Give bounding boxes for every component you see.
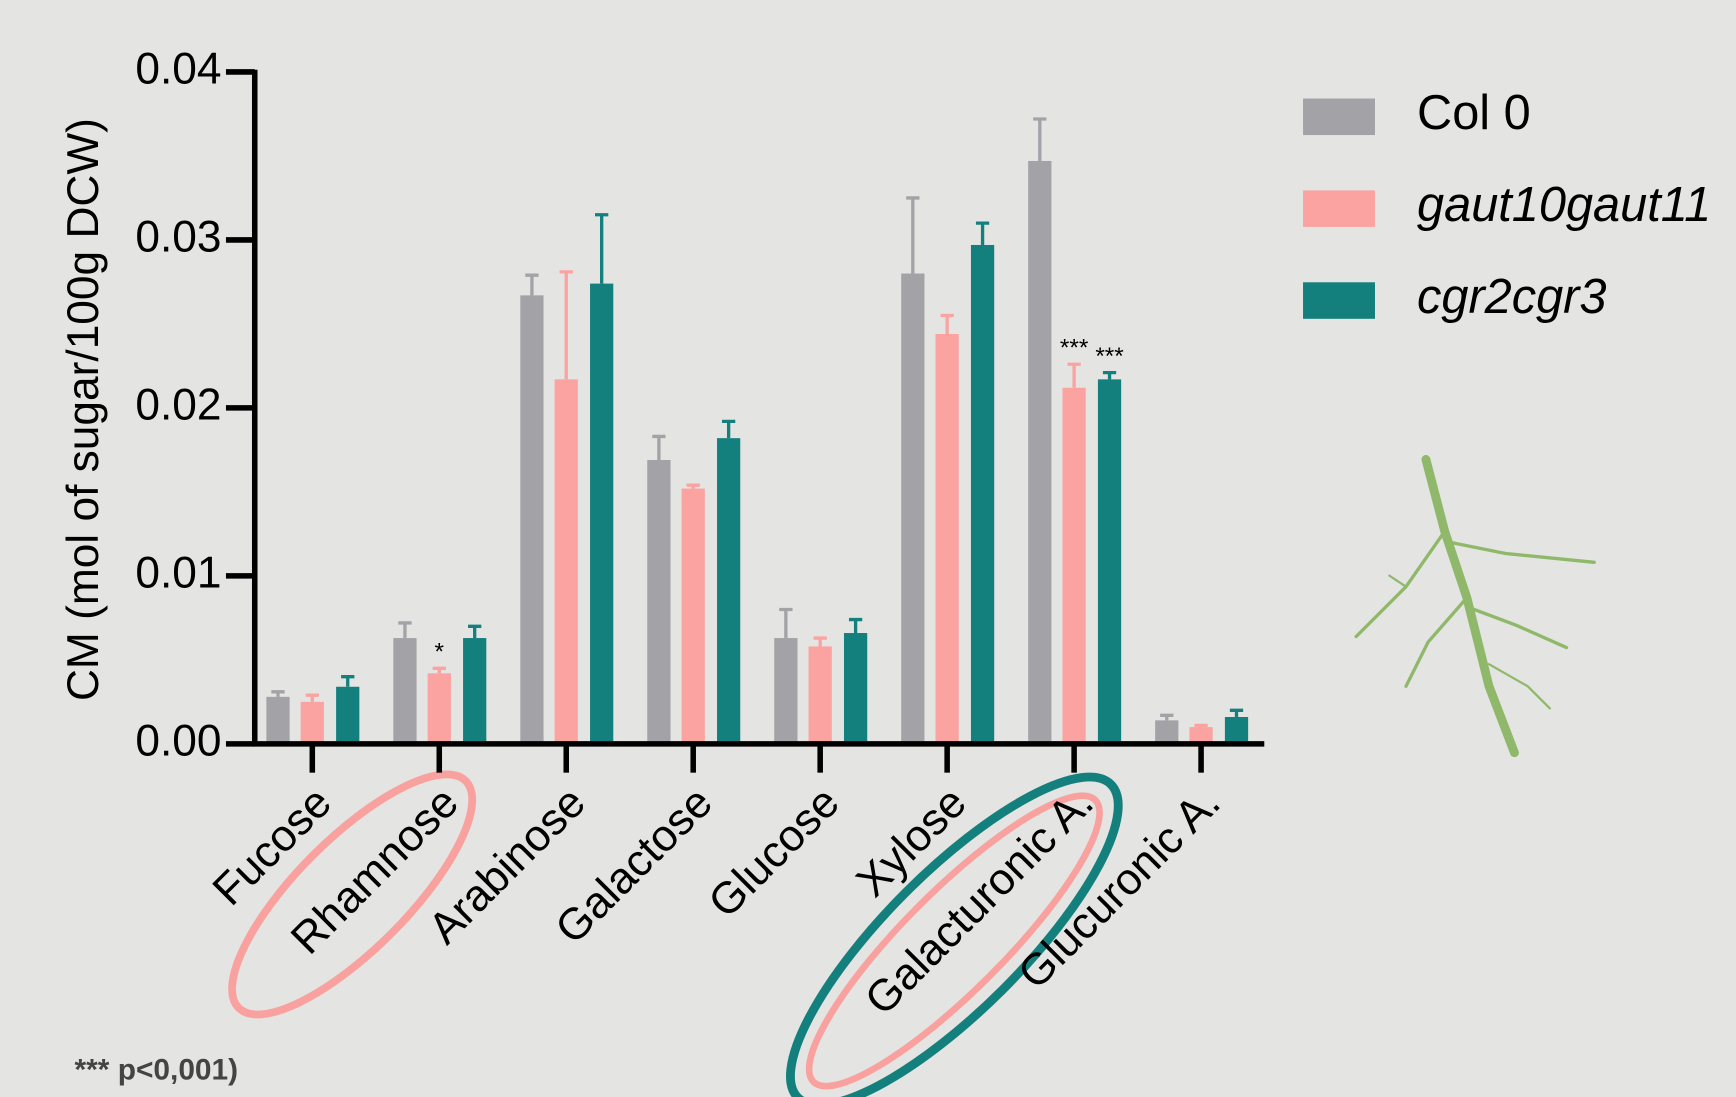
- bar: [554, 379, 578, 744]
- bar: [1097, 379, 1122, 744]
- highlight-ellipse: [228, 770, 477, 1019]
- bar: [520, 295, 544, 744]
- legend-label: gaut10gaut11: [1417, 178, 1711, 232]
- error-bar: [559, 270, 573, 380]
- bar: [300, 701, 324, 744]
- error-bar: [595, 213, 609, 284]
- error-bar: [1160, 713, 1174, 721]
- error-bar: [1102, 370, 1117, 380]
- legend-swatch: [1303, 98, 1375, 136]
- bar: [393, 638, 417, 744]
- error-bar: [686, 483, 700, 489]
- error-bar: [432, 666, 446, 674]
- bar: [901, 273, 925, 744]
- highlight-ellipse: [805, 792, 1103, 1090]
- bar: [935, 334, 959, 744]
- error-bar: [721, 419, 736, 439]
- bar: [1155, 720, 1179, 744]
- bar: [774, 638, 798, 744]
- error-bar: [1194, 723, 1208, 728]
- significance-label: *: [435, 638, 445, 665]
- error-bar: [940, 313, 954, 335]
- significance-label: ***: [1060, 334, 1089, 361]
- root-illustration: [1354, 454, 1596, 758]
- bar: [1224, 717, 1249, 744]
- legend-label: cgr2cgr3: [1417, 270, 1606, 324]
- significance-label: ***: [1095, 343, 1124, 370]
- error-bar: [398, 621, 412, 639]
- error-bar: [271, 690, 285, 697]
- error-bar: [468, 624, 482, 639]
- bar: [590, 283, 614, 744]
- legend-swatch: [1303, 190, 1375, 227]
- error-bar: [1067, 362, 1081, 388]
- bar: [808, 646, 832, 744]
- error-bar: [652, 434, 666, 460]
- error-bar: [1033, 117, 1047, 161]
- error-bar: [305, 693, 319, 702]
- y-tick-label: 0.04: [135, 45, 221, 94]
- bar: [463, 638, 487, 744]
- bar: [970, 244, 995, 744]
- bar: [336, 686, 360, 744]
- y-axis-label: CM (mol of sugar/100g DCW): [59, 118, 108, 701]
- bar: [647, 459, 671, 744]
- bar: [1062, 387, 1086, 744]
- bar: [1028, 160, 1052, 744]
- bar: [1189, 727, 1213, 744]
- note: *** p<0,001): [75, 1053, 239, 1086]
- error-bar: [975, 221, 990, 245]
- highlight-ellipse: [786, 772, 1123, 1097]
- legend-swatch: [1303, 282, 1375, 319]
- error-bar: [848, 617, 863, 634]
- error-bar: [341, 675, 355, 687]
- error-bar: [906, 196, 920, 274]
- legend-label: Col 0: [1417, 86, 1531, 140]
- y-tick-label: 0.01: [135, 549, 221, 598]
- error-bar: [1229, 708, 1244, 718]
- bar: [681, 488, 705, 744]
- y-tick-label: 0.03: [135, 213, 221, 262]
- bar: [427, 673, 451, 744]
- bar: [717, 438, 741, 744]
- error-bar: [813, 636, 827, 647]
- bar: [266, 696, 290, 744]
- y-tick-label: 0.00: [135, 717, 221, 766]
- error-bar: [779, 607, 793, 639]
- y-tick-label: 0.02: [135, 381, 221, 430]
- error-bar: [525, 273, 539, 296]
- bar: [843, 633, 868, 744]
